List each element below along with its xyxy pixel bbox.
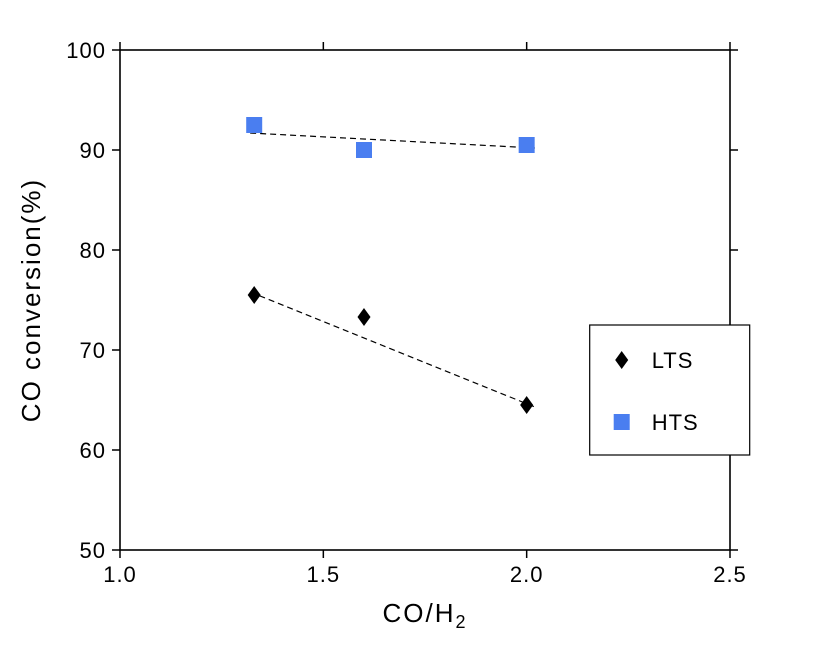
marker-hts-1 <box>357 143 372 158</box>
legend-box <box>590 325 750 455</box>
y-tick-label: 90 <box>80 138 106 163</box>
marker-hts-2 <box>519 138 534 153</box>
x-tick-label: 2.5 <box>713 562 747 587</box>
y-tick-label: 50 <box>80 538 106 563</box>
y-tick-label: 80 <box>80 238 106 263</box>
y-tick-label: 100 <box>66 38 106 63</box>
x-tick-label: 1.0 <box>103 562 137 587</box>
marker-hts-0 <box>247 118 262 133</box>
legend-label-lts: LTS <box>652 348 694 373</box>
y-tick-label: 70 <box>80 338 106 363</box>
co-conversion-chart: 50 60 70 80 90 100 1.0 1.5 2.0 2.5 CO conversion(%… <box>0 0 819 655</box>
chart-container: 50 60 70 80 90 100 1.0 1.5 2.0 2.5 CO conversion(%… <box>0 0 819 655</box>
legend-label-hts: HTS <box>652 410 699 435</box>
y-tick-label: 60 <box>80 438 106 463</box>
marker-hts-legend <box>614 415 629 430</box>
x-axis-title: CO/H2 <box>382 598 467 632</box>
y-axis-title: CO conversion(%) <box>16 178 46 422</box>
x-tick-label: 1.5 <box>307 562 341 587</box>
x-tick-label: 2.0 <box>510 562 544 587</box>
